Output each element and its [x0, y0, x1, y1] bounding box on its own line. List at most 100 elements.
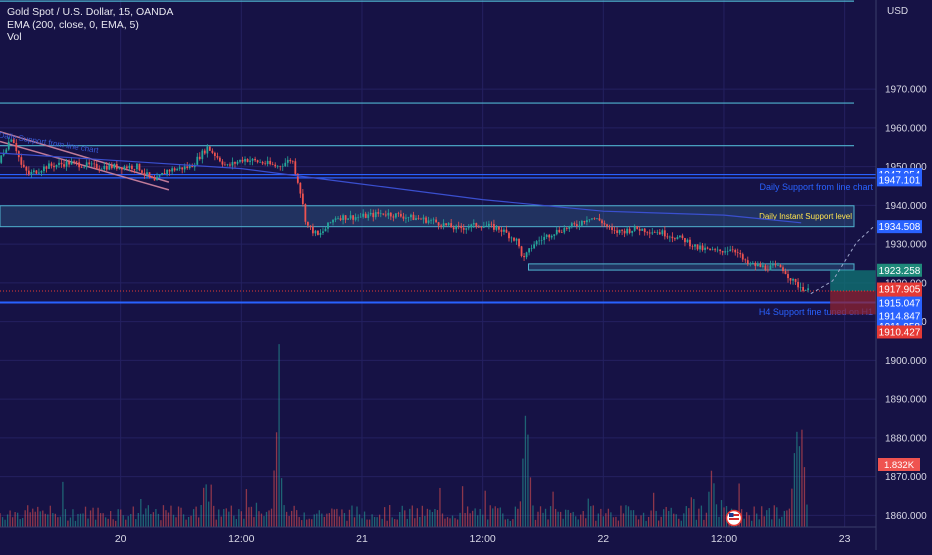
candlesticks[interactable]: [0, 137, 810, 293]
volume-bar: [610, 512, 612, 527]
volume-bar: [504, 519, 506, 527]
volume-bar: [213, 505, 215, 527]
volume-bar: [34, 511, 36, 527]
volume-bar: [715, 504, 718, 527]
currency-label: USD: [887, 6, 908, 17]
volume-indicator-label[interactable]: Vol: [7, 31, 22, 43]
candle-body: [0, 155, 3, 163]
volume-bar: [607, 508, 610, 527]
volume-bar: [499, 507, 501, 527]
volume-bar: [778, 518, 780, 527]
price-labels: 1.832K1947.9541947.1011934.5081923.25819…: [877, 168, 922, 471]
candle-body: [191, 165, 194, 168]
volume-bar: [650, 510, 652, 527]
volume-bar: [544, 508, 547, 527]
candle-body: [374, 212, 377, 218]
volume-bar: [396, 519, 398, 527]
volume-bar: [59, 516, 62, 527]
volume-bar: [640, 515, 642, 527]
candle-body: [694, 244, 696, 247]
candle-body: [656, 232, 659, 233]
us-flag-icon[interactable]: [725, 509, 743, 527]
candle-body: [349, 215, 352, 219]
volume-bar: [590, 506, 592, 527]
volume-bar: [617, 520, 620, 527]
candle-body: [332, 219, 334, 223]
candle-body: [105, 165, 108, 170]
volume-bar: [296, 510, 298, 527]
time-tick-label: 12:00: [470, 533, 496, 545]
volume-bar: [647, 517, 650, 527]
volume-bar: [514, 506, 517, 527]
volume-bar: [600, 508, 602, 527]
volume-bar: [595, 520, 597, 527]
volume-bar: [122, 515, 124, 527]
volume-bar: [773, 505, 775, 527]
candle-body: [560, 232, 563, 233]
candle-body: [344, 215, 347, 220]
candle-body: [739, 252, 742, 255]
volume-bar: [431, 512, 434, 527]
volume-bar: [484, 490, 486, 527]
candle-body: [482, 226, 485, 228]
volume-bar: [700, 505, 703, 527]
ema-indicator-label[interactable]: EMA (200, close, 0, EMA, 5): [7, 18, 139, 31]
candle-body: [679, 235, 681, 238]
volume-bar: [429, 509, 431, 527]
volume-bar: [306, 519, 308, 527]
candle-body: [168, 169, 171, 172]
candle-body: [379, 213, 382, 215]
candle-body: [432, 219, 435, 221]
volume-bar: [303, 512, 305, 527]
volume-bar: [612, 517, 615, 527]
candle-body: [653, 232, 656, 233]
time-tick-label: 22: [597, 533, 609, 545]
candle-body: [83, 166, 86, 168]
symbol-title[interactable]: Gold Spot / U.S. Dollar, 15, OANDA: [7, 6, 174, 18]
candle-body: [246, 158, 249, 162]
candle-body: [528, 248, 530, 253]
candle-body: [241, 159, 244, 162]
volume-bar: [77, 513, 79, 527]
candle-body: [153, 177, 156, 181]
volume-bar: [426, 508, 429, 527]
candle-body: [681, 235, 684, 239]
overlay-lines: [0, 152, 874, 295]
candle-body: [445, 223, 448, 226]
candle-body: [663, 230, 666, 237]
candle-body: [244, 158, 246, 162]
candle-body: [151, 176, 153, 178]
volume-bar: [482, 514, 484, 527]
volume-bar: [250, 506, 253, 527]
volume-bar: [94, 519, 97, 527]
channel-line: [0, 131, 170, 183]
candle-body: [731, 249, 734, 251]
volume-bar: [331, 508, 333, 527]
candle-body: [211, 150, 214, 153]
candle-body: [586, 220, 588, 223]
price-tick-label: 1950.000: [885, 162, 927, 173]
candle-body: [234, 162, 236, 164]
volume-bar: [474, 508, 476, 527]
candle-body: [792, 278, 794, 281]
volume-bar: [280, 478, 283, 527]
volume-bar: [69, 517, 72, 527]
volume-bar: [753, 506, 755, 527]
volume-bar: [14, 512, 16, 527]
candle-body: [631, 230, 634, 233]
volume-bar: [645, 520, 647, 527]
candle-body: [387, 212, 390, 216]
price-tag-label: 1910.427: [879, 327, 921, 338]
candle-body: [621, 229, 624, 231]
volume-bar: [625, 505, 627, 527]
candle-body: [88, 162, 91, 165]
candle-body: [317, 230, 319, 235]
candle-body: [417, 218, 420, 219]
candle-body: [181, 167, 184, 170]
price-tick-label: 1890.000: [885, 395, 927, 406]
volume-value-label: 1.832K: [884, 460, 915, 471]
drawing-layer[interactable]: Daily Instant Support level Daily Support…: [0, 0, 876, 317]
candle-body: [573, 223, 576, 225]
volume-bar: [248, 507, 250, 527]
